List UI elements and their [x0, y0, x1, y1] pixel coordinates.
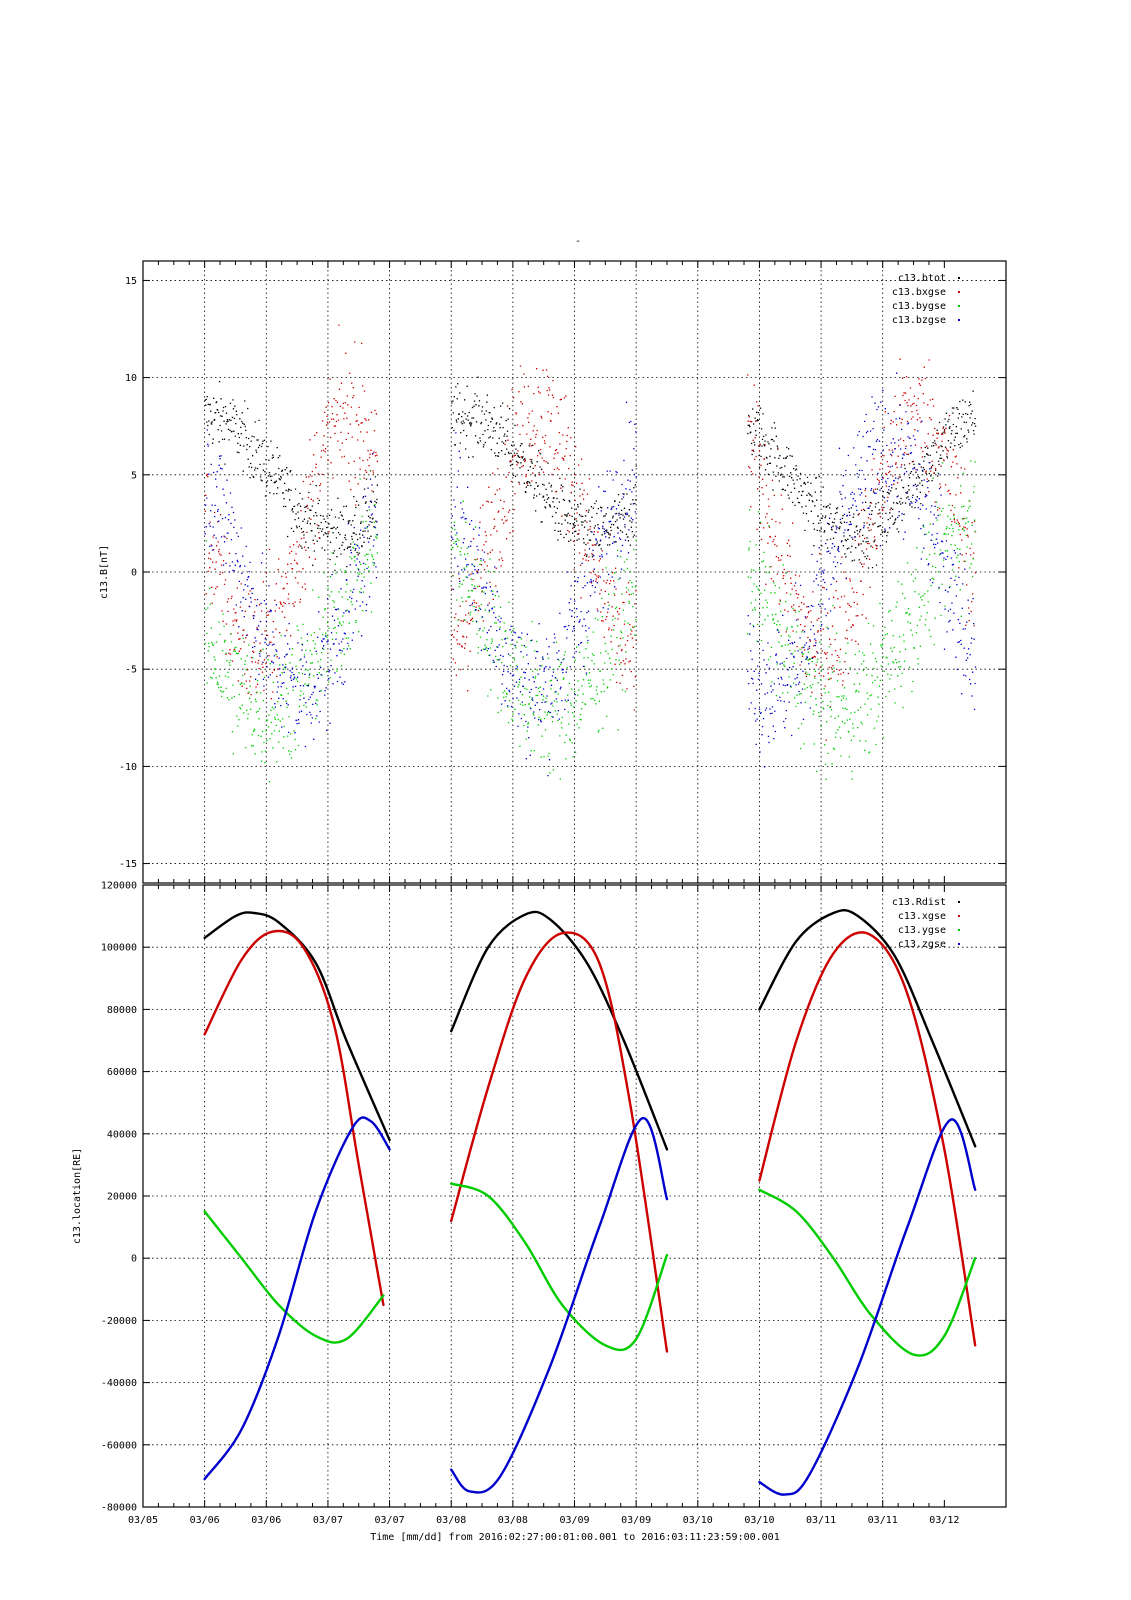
x-tick-label: 03/09: [621, 1515, 651, 1526]
y-tick-label: 60000: [107, 1067, 137, 1078]
magnetic-field-panel: -15 -10 -5 0 5 10 15 c13.B[nT] c13.btot c13.bxgse…: [99, 260, 1007, 884]
series-line-c13-ygse: [758, 1188, 977, 1357]
y-axis-label: c13.B[nT]: [99, 545, 110, 599]
end-time: 2016:03:11:23:59:00.001: [641, 1532, 779, 1543]
legend-marker-c13-bygse: [958, 305, 960, 307]
series-line-c13-Rdist: [758, 909, 977, 1148]
series-line-c13-ygse: [450, 1182, 669, 1352]
series-line-c13-zgse: [203, 1116, 391, 1481]
y-tick-label: 15: [125, 276, 137, 287]
x-tick-label: 03/06: [251, 1515, 281, 1526]
series-line-c13-zgse: [450, 1117, 669, 1494]
x-tick-label: 03/07: [375, 1515, 405, 1526]
start-time: 2016:02:27:00:01:00.001: [479, 1532, 617, 1543]
footer-time-label: Time [mm/dd] from 2016:02:27:00:01:00.00…: [370, 1532, 779, 1543]
series-line-c13-Rdist: [203, 911, 391, 1142]
y-tick-label: -80000: [101, 1503, 137, 1514]
x-tick-label: 03/11: [868, 1515, 898, 1526]
y-axis-label: c13.location[RE]: [72, 1148, 83, 1244]
y-tick-label: 0: [131, 568, 137, 579]
location-panel: -80000 -60000 -40000 -20000 0 20000 40000 60000…: [72, 881, 1007, 1526]
time-axis-label: Time [mm/dd]: [370, 1532, 442, 1543]
series-line-c13-ygse: [203, 1210, 385, 1344]
x-tick-label: 03/08: [436, 1515, 466, 1526]
legend-label-c13-bxgse: c13.bxgse: [892, 287, 946, 298]
series-line-c13-xgse: [450, 931, 669, 1353]
y-tick-label: 120000: [101, 881, 137, 892]
series-points-c13-btot: [451, 376, 637, 558]
y-tick-label: 100000: [101, 943, 137, 954]
legend-marker-c13-zgse: [958, 943, 960, 945]
y-tick-label: 20000: [107, 1192, 137, 1203]
series-points-c13-bzgse: [451, 401, 637, 777]
y-tick-label: -20000: [101, 1316, 137, 1327]
legend-marker-c13-Rdist: [958, 901, 960, 903]
to-label: to: [623, 1532, 635, 1543]
y-tick-label: -10: [119, 762, 137, 773]
series-line-c13-zgse: [758, 1118, 977, 1496]
from-label: from: [449, 1532, 473, 1543]
legend-label-c13-xgse: c13.xgse: [898, 911, 946, 922]
y-tick-label: -60000: [101, 1440, 137, 1451]
x-tick-label: 03/06: [190, 1515, 220, 1526]
legend-label-c13-bzgse: c13.bzgse: [892, 315, 946, 326]
x-tick-label: 03/07: [313, 1515, 343, 1526]
legend-label-c13-zgse: c13.zgse: [898, 939, 946, 950]
x-tick-label: 03/09: [559, 1515, 589, 1526]
x-tick-label: 03/10: [683, 1515, 713, 1526]
page-title: -: [575, 236, 581, 247]
y-tick-label: 0: [131, 1254, 137, 1265]
x-tick-label: 03/11: [806, 1515, 836, 1526]
series-points-c13-bxgse: [451, 365, 637, 711]
legend-marker-c13-bxgse: [958, 291, 960, 293]
series-line-c13-xgse: [758, 931, 977, 1347]
legend-marker-c13-btot: [958, 277, 960, 279]
plot-frame: [142, 884, 1007, 1508]
series-points-c13-bygse: [204, 469, 378, 783]
series-line-c13-xgse: [203, 929, 385, 1307]
legend-label-c13-btot: c13.btot: [898, 273, 946, 284]
series-points-c13-bzgse: [204, 429, 378, 748]
series-points-c13-bygse: [747, 460, 977, 780]
plot-frame: [142, 260, 1007, 884]
series-points-c13-btot: [204, 380, 378, 572]
legend-marker-c13-bzgse: [958, 319, 960, 321]
y-tick-label: 5: [131, 470, 137, 481]
y-tick-label: 80000: [107, 1005, 137, 1016]
y-tick-label: -40000: [101, 1378, 137, 1389]
legend-marker-c13-ygse: [958, 929, 960, 931]
series-points-c13-btot: [747, 390, 977, 569]
y-tick-label: 40000: [107, 1129, 137, 1140]
x-tick-label: 03/12: [929, 1515, 959, 1526]
series-points-c13-bxgse: [747, 358, 977, 741]
data-layer: [204, 324, 977, 783]
legend-label-c13-ygse: c13.ygse: [898, 925, 946, 936]
y-tick-label: 10: [125, 373, 137, 384]
x-tick-label: 03/10: [744, 1515, 774, 1526]
legend-label-c13-Rdist: c13.Rdist: [892, 897, 946, 908]
y-tick-label: -5: [125, 665, 137, 676]
legend-marker-c13-xgse: [958, 915, 960, 917]
series-points-c13-bygse: [451, 500, 637, 780]
series-points-c13-bxgse: [204, 324, 378, 700]
y-tick-label: -15: [119, 859, 137, 870]
x-tick-label: 03/05: [128, 1515, 158, 1526]
x-tick-label: 03/08: [498, 1515, 528, 1526]
series-points-c13-bzgse: [747, 372, 977, 768]
series-line-c13-Rdist: [450, 910, 669, 1151]
data-layer: [203, 909, 977, 1496]
legend-label-c13-bygse: c13.bygse: [892, 301, 946, 312]
